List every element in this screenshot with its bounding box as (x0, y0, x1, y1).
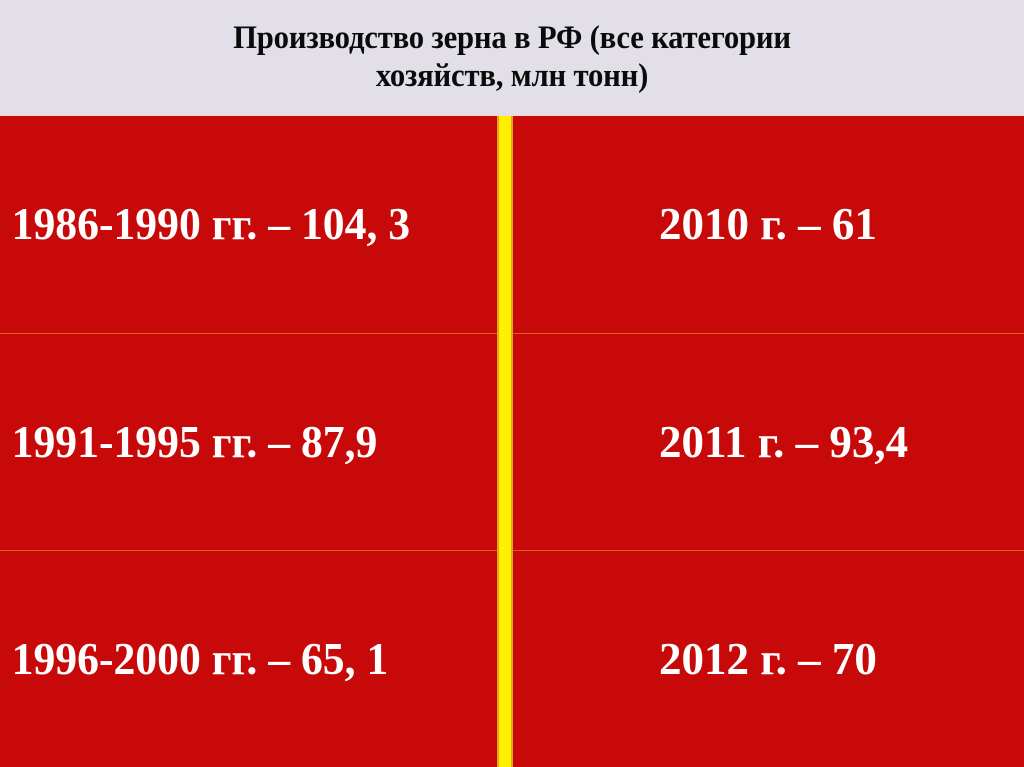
table-row: 1986-1990 гг. – 104, 3 2010 г. – 61 (0, 116, 1024, 333)
table-cell-year-2012: 2012 г. – 70 (659, 633, 877, 684)
column-divider (497, 116, 513, 767)
table-row: 1991-1995 гг. – 87,9 2011 г. – 93,4 (0, 333, 1024, 550)
table-cell-period-2: 1991-1995 гг. – 87,9 (11, 416, 378, 467)
table-cell-period-3: 1996-2000 гг. – 65, 1 (11, 633, 389, 684)
page-title: Производство зерна в РФ (все категории х… (233, 20, 791, 94)
slide-title-band: Производство зерна в РФ (все категории х… (0, 0, 1024, 116)
table-cell-period-1: 1986-1990 гг. – 104, 3 (11, 199, 411, 249)
table-cell-year-2011: 2011 г. – 93,4 (659, 416, 909, 467)
table-cell-year-2010: 2010 г. – 61 (659, 199, 877, 249)
